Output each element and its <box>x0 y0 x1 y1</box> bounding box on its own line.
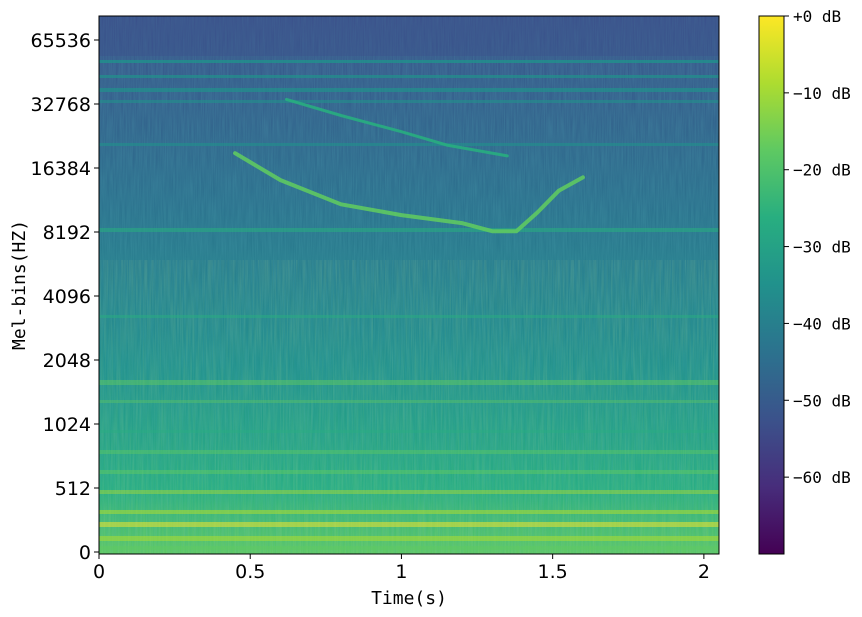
colorbar-tick-label: −60 dB <box>793 468 851 487</box>
y-tick-label: 4096 <box>43 286 91 308</box>
y-tick: 2048 <box>43 350 99 372</box>
y-tick-label: 8192 <box>43 222 91 244</box>
colorbar-tick-label: −40 dB <box>793 314 851 333</box>
colorbar-tick-label: +0 dB <box>793 7 841 26</box>
x-tick: 0.5 <box>235 554 265 583</box>
x-tick-label: 1 <box>395 561 407 583</box>
harmonic-band <box>99 143 719 146</box>
y-tick-label: 0 <box>79 542 91 564</box>
y-tick: 512 <box>55 478 99 500</box>
colorbar-axis: +0 dB −10 dB −20 dB −30 dB −40 dB −50 dB −60 d… <box>784 7 851 487</box>
colorbar-tick: −60 dB <box>784 468 851 487</box>
x-tick: 1 <box>395 554 407 583</box>
harmonic-band <box>99 60 719 63</box>
harmonic-band <box>99 315 719 318</box>
x-tick-label: 1.5 <box>538 561 568 583</box>
colorbar-tick-label: −10 dB <box>793 84 851 103</box>
x-axis-label: Time(s) <box>371 588 447 609</box>
harmonic-band <box>99 546 719 550</box>
harmonic-band <box>99 450 719 454</box>
spectrogram-plot <box>99 16 719 554</box>
y-tick: 32768 <box>31 94 99 116</box>
y-tick-label: 65536 <box>31 30 91 52</box>
y-axis-label: Mel-bins(HZ) <box>9 220 30 350</box>
harmonic-band <box>99 510 719 514</box>
harmonic-band <box>99 536 719 541</box>
y-tick-label: 32768 <box>31 94 91 116</box>
harmonic-band <box>99 75 719 78</box>
x-axis: 0 0.5 1 1.5 2 <box>93 554 710 583</box>
top-band <box>99 16 719 56</box>
x-tick: 0 <box>93 554 105 583</box>
chirp-harmonic <box>285 97 509 158</box>
x-tick-label: 0.5 <box>235 561 265 583</box>
y-tick: 0 <box>79 542 99 564</box>
y-tick-label: 512 <box>55 478 91 500</box>
harmonic-band <box>99 380 719 385</box>
y-axis: 0 512 1024 2048 4096 8192 16384 32768 65536 <box>31 30 99 564</box>
colorbar-tick-label: −50 dB <box>793 391 851 410</box>
harmonic-band <box>99 88 719 92</box>
colorbar-tick: +0 dB <box>784 7 841 26</box>
colorbar-tick: −10 dB <box>784 84 851 103</box>
y-tick-label: 2048 <box>43 350 91 372</box>
colorbar-tick-label: −30 dB <box>793 238 851 257</box>
y-tick-label: 1024 <box>43 414 91 436</box>
colorbar-tick-label: −20 dB <box>793 161 851 180</box>
y-tick: 8192 <box>43 222 99 244</box>
harmonic-band <box>99 522 719 527</box>
y-tick: 65536 <box>31 30 99 52</box>
harmonic-band <box>99 228 719 232</box>
colorbar-tick: −50 dB <box>784 391 851 410</box>
y-tick: 1024 <box>43 414 99 436</box>
harmonic-band <box>99 470 719 474</box>
colorbar-tick: −20 dB <box>784 161 851 180</box>
colorbar-tick: −40 dB <box>784 314 851 333</box>
x-tick: 2 <box>698 554 710 583</box>
plot-frame <box>98 15 720 555</box>
x-tick-label: 2 <box>698 561 710 583</box>
chirp-features <box>233 97 585 234</box>
x-tick-label: 0 <box>93 561 105 583</box>
y-tick: 4096 <box>43 286 99 308</box>
y-tick-label: 16384 <box>31 158 91 180</box>
harmonic-band <box>99 400 719 403</box>
harmonic-band <box>99 490 719 494</box>
chirp-main <box>233 151 585 234</box>
colorbar <box>758 15 785 555</box>
harmonic-band <box>99 100 719 103</box>
harmonic-band <box>99 430 719 433</box>
y-tick: 16384 <box>31 158 99 180</box>
colorbar-tick: −30 dB <box>784 238 851 257</box>
x-tick: 1.5 <box>538 554 568 583</box>
harmonic-bands <box>99 16 719 550</box>
